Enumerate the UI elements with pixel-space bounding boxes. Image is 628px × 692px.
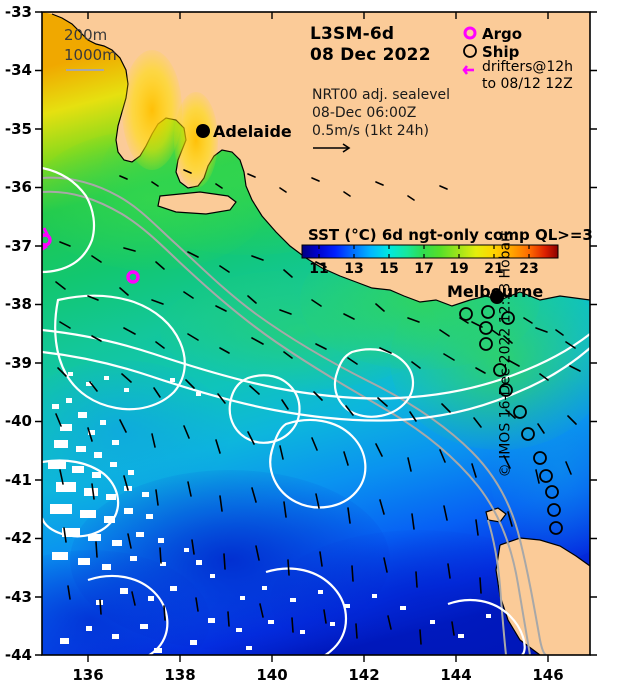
scalebar-1000m-label: 1000m <box>64 46 117 64</box>
colorbar-tick-5: 21 <box>484 261 504 277</box>
xaxis-tick-label-0: 136 <box>72 666 104 684</box>
ship-legend-icon <box>463 44 477 58</box>
argo-float-markers[interactable] <box>40 233 140 284</box>
annotation-line-2: 08-Dec 06:00Z <box>312 105 417 121</box>
yaxis-tick-label-10: -43 <box>4 588 32 606</box>
scalebar-200m-label: 200m <box>64 26 108 44</box>
drifter-legend-icon <box>462 65 474 75</box>
colorbar-title: SST (°C) 6d ngt-only comp QL>=3 <box>308 226 593 244</box>
ship-markers[interactable] <box>459 305 563 535</box>
yaxis-tick-label-0: -33 <box>4 3 32 21</box>
annotation-line-1: NRT00 adj. sealevel <box>312 87 451 103</box>
xaxis-tick-label-5: 146 <box>532 666 564 684</box>
current-vectors <box>55 169 581 645</box>
colorbar-tick-0: 11 <box>309 261 329 277</box>
bathymetry-contours <box>42 176 547 655</box>
xaxis-tick-label-1: 138 <box>164 666 196 684</box>
colorbar-gradient <box>301 244 559 259</box>
axis-ticks <box>35 11 597 662</box>
ship-legend-label: Ship <box>482 43 520 61</box>
city-label-adelaide: Adelaide <box>213 122 292 141</box>
plot-frame <box>41 11 591 656</box>
yaxis-tick-label-11: -44 <box>4 646 32 664</box>
colorbar-tick-3: 17 <box>414 261 434 277</box>
city-dot-melbourne <box>490 290 504 304</box>
velocity-scale-arrow <box>313 143 351 153</box>
product-title: L3SM-6d <box>310 24 395 44</box>
sst-contours <box>42 166 590 655</box>
argo-drifter-tracks <box>42 227 50 252</box>
gulf-warm-water <box>122 50 218 188</box>
colorbar-tick-6: 23 <box>519 261 539 277</box>
yaxis-tick-label-8: -41 <box>4 471 32 489</box>
colorbar-ticks <box>318 245 530 258</box>
argo-legend-icon <box>463 26 477 40</box>
yaxis-tick-label-7: -40 <box>4 412 32 430</box>
drifter-legend-line1: drifters@12h <box>482 59 574 75</box>
yaxis-tick-label-5: -38 <box>4 295 32 313</box>
yaxis-tick-label-4: -37 <box>4 237 32 255</box>
argo-legend-label: Argo <box>482 25 523 43</box>
city-markers <box>196 124 504 304</box>
colorbar-tick-4: 19 <box>449 261 469 277</box>
product-date: 08 Dec 2022 <box>310 45 431 65</box>
annotation-line-3: 0.5m/s (1kt 24h) <box>312 123 429 139</box>
xaxis-tick-label-4: 144 <box>440 666 472 684</box>
colorbar-tick-1: 13 <box>344 261 364 277</box>
yaxis-tick-label-1: -34 <box>4 61 32 79</box>
yaxis-tick-label-9: -42 <box>4 529 32 547</box>
xaxis-tick-label-2: 140 <box>256 666 288 684</box>
city-dot-adelaide <box>196 124 210 138</box>
map-canvas <box>40 12 590 655</box>
colorbar-tick-2: 15 <box>379 261 399 277</box>
copyright-notice: © IMOS 16-Dec-2022 12:13 Hobart <box>497 230 514 478</box>
yaxis-tick-label-3: -36 <box>4 178 32 196</box>
drifter-legend-line2: to 08/12 12Z <box>482 76 573 92</box>
yaxis-tick-label-2: -35 <box>4 120 32 138</box>
xaxis-tick-label-3: 142 <box>348 666 380 684</box>
yaxis-tick-label-6: -39 <box>4 354 32 372</box>
city-label-melbourne: Melbourne <box>447 282 544 301</box>
